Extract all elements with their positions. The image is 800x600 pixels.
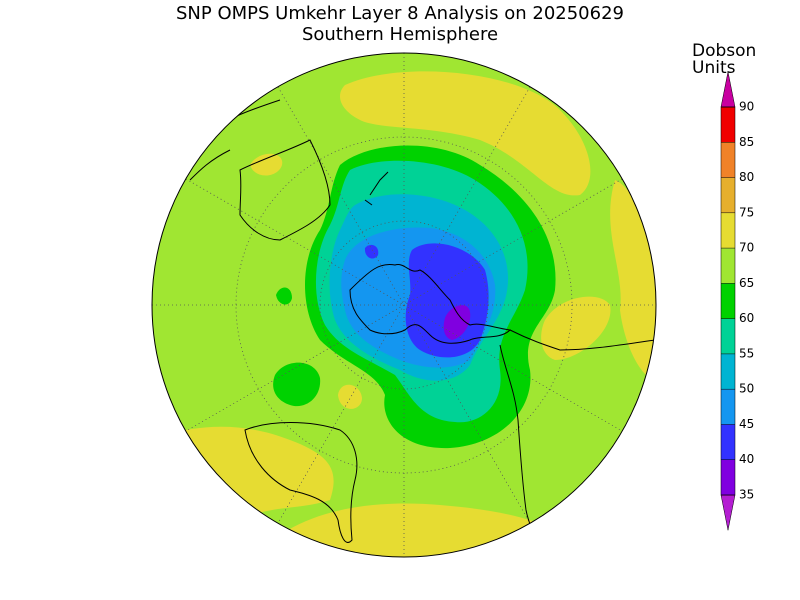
colorbar-label: Units — [692, 58, 736, 78]
field — [340, 71, 591, 196]
field — [276, 287, 292, 305]
field — [250, 153, 283, 176]
field — [443, 305, 471, 340]
colorbar-label: Dobson — [692, 41, 756, 61]
coastline — [244, 422, 358, 543]
colorbar-tick-label: 50 — [739, 382, 754, 396]
colorbar-tick-label: 85 — [739, 135, 754, 149]
colorbar-extend — [720, 494, 736, 531]
colorbar-tick-label: 75 — [739, 205, 754, 219]
field — [338, 384, 362, 409]
colorbar-tick-label: 55 — [739, 346, 754, 360]
field — [364, 244, 379, 259]
colorbar-segment — [721, 459, 735, 495]
grid-meridian — [152, 53, 656, 557]
title: SNP OMPS Umkehr Layer 8 Analysis on 2025… — [176, 3, 624, 24]
colorbar-segment — [721, 353, 735, 390]
colorbar-segment — [721, 283, 735, 319]
colorbar-tick-label: 65 — [739, 276, 754, 290]
map-border — [151, 52, 657, 558]
coastline — [364, 171, 389, 206]
colorbar-tick-label: 80 — [739, 170, 754, 184]
map — [152, 53, 656, 557]
colorbar-segment — [721, 389, 735, 425]
colorbar-segment — [721, 177, 735, 213]
colorbar-tick-label: 45 — [739, 417, 754, 431]
field — [610, 180, 656, 381]
colorbar-segment — [721, 212, 735, 249]
colorbar-segment — [721, 318, 735, 354]
colorbar-segment — [721, 248, 735, 284]
colorbar-segment — [721, 107, 735, 143]
colorbar-segment — [721, 142, 735, 178]
coastline — [239, 139, 331, 241]
coastline — [509, 329, 656, 351]
field — [541, 296, 611, 360]
field — [405, 243, 489, 358]
field — [273, 362, 321, 407]
colorbar-tick-label: 35 — [739, 488, 754, 502]
subtitle: Southern Hemisphere — [302, 24, 498, 45]
colorbar-tick-label: 70 — [739, 241, 754, 255]
colorbar: 35 40 45 50 55 60 65 70 75 80 85 90 — [720, 71, 754, 531]
colorbar-tick-label: 40 — [739, 452, 754, 466]
colorbar-tick-label: 60 — [739, 311, 754, 325]
colorbar-tick-label: 90 — [739, 100, 754, 114]
colorbar-segment — [721, 424, 735, 460]
